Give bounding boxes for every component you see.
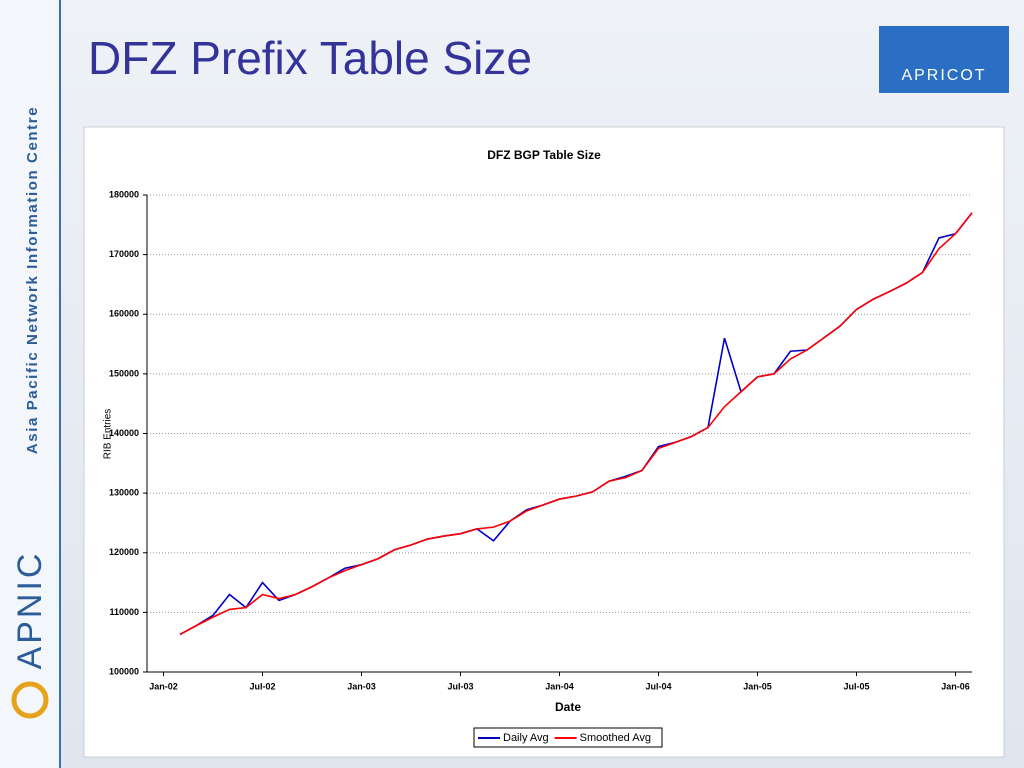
y-tick-label: 140000	[109, 428, 139, 438]
y-tick-label: 180000	[109, 189, 139, 199]
x-axis-title: Date	[555, 700, 581, 714]
y-tick-label: 100000	[109, 666, 139, 676]
series-line	[179, 212, 973, 636]
x-tick-label: Jul-04	[645, 681, 671, 691]
y-tick-label: 120000	[109, 547, 139, 557]
y-tick-label: 130000	[109, 488, 139, 498]
slide-title: DFZ Prefix Table Size	[88, 32, 532, 84]
legend-label: Smoothed Avg	[580, 732, 651, 744]
brand-icon	[11, 681, 49, 719]
x-tick-label: Jul-05	[843, 681, 869, 691]
legend-label: Daily Avg	[503, 732, 549, 744]
x-tick-label: Jan-04	[545, 681, 574, 691]
sidebar	[0, 0, 60, 768]
x-tick-label: Jan-05	[743, 681, 772, 691]
y-tick-label: 170000	[109, 249, 139, 259]
x-tick-label: Jan-03	[347, 681, 376, 691]
chart-title: DFZ BGP Table Size	[487, 148, 601, 162]
y-axis-title: RIB Entries	[103, 409, 114, 460]
y-tick-label: 150000	[109, 368, 139, 378]
logo-text: APRICOT	[901, 67, 986, 84]
x-tick-label: Jan-06	[941, 681, 970, 691]
y-tick-label: 110000	[109, 607, 139, 617]
chart-area	[83, 126, 1005, 758]
x-tick-label: Jul-02	[249, 681, 275, 691]
x-tick-label: Jul-03	[447, 681, 473, 691]
brand: APNIC	[11, 551, 49, 670]
sidebar-text: Asia Pacific Network Information Centre	[24, 106, 41, 454]
x-tick-label: Jan-02	[149, 681, 178, 691]
logo	[879, 26, 1009, 93]
y-tick-label: 160000	[109, 309, 139, 319]
